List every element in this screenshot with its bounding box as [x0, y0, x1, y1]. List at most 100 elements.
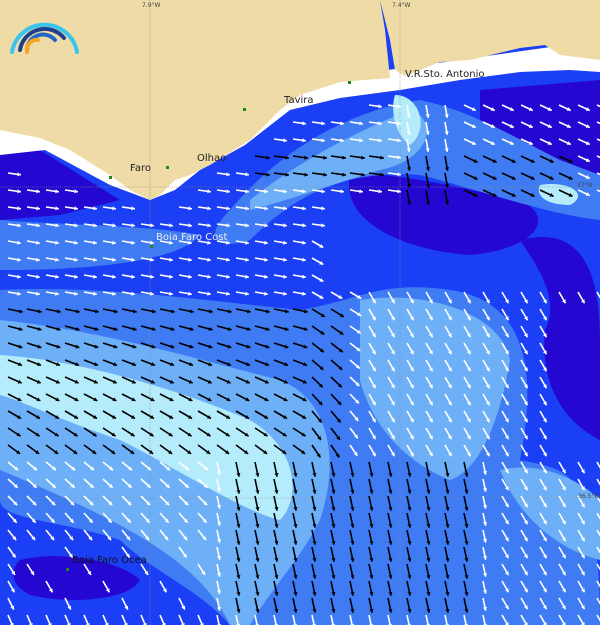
current-arrow	[387, 597, 393, 613]
current-arrow	[178, 223, 192, 228]
current-arrow	[83, 342, 99, 349]
current-arrow	[406, 172, 412, 188]
place-marker	[166, 166, 169, 169]
current-arrow	[7, 410, 22, 420]
current-arrow	[235, 308, 251, 314]
current-arrow	[64, 512, 75, 524]
current-arrow	[26, 274, 40, 279]
current-arrow	[596, 597, 600, 605]
current-arrow	[26, 410, 41, 420]
current-arrow	[197, 240, 211, 245]
current-arrow	[387, 308, 396, 321]
buoy-label-coastal[interactable]: Boia Faro Cost	[156, 232, 228, 243]
current-arrow	[178, 427, 193, 437]
current-arrow	[178, 529, 188, 541]
current-arrow	[311, 597, 317, 613]
current-arrow	[273, 189, 287, 194]
current-arrow	[577, 155, 591, 163]
current-arrow	[121, 427, 136, 437]
current-arrow	[501, 121, 515, 129]
current-arrow	[45, 478, 57, 489]
current-arrow	[102, 274, 116, 279]
current-arrow	[558, 495, 567, 508]
current-arrow	[520, 138, 534, 146]
current-arrow	[26, 291, 40, 296]
current-arrow	[159, 580, 168, 593]
current-arrow	[273, 359, 289, 367]
current-arrow	[45, 376, 61, 384]
current-arrow	[292, 495, 298, 511]
current-arrow	[444, 410, 453, 423]
current-arrow	[463, 308, 472, 321]
buoy-label-ocean[interactable]: Boia Faro Ocea	[72, 555, 147, 566]
current-arrow	[178, 495, 189, 506]
current-arrow	[45, 512, 56, 524]
current-arrow	[178, 240, 192, 245]
current-arrow	[292, 393, 307, 402]
current-arrow	[64, 546, 74, 559]
current-arrow	[501, 291, 510, 304]
place-label-tavira[interactable]: Tavira	[284, 95, 314, 106]
current-arrow	[64, 359, 80, 367]
current-arrow	[197, 478, 209, 489]
current-arrow	[501, 495, 510, 508]
current-arrow	[444, 495, 450, 511]
current-arrow	[406, 189, 412, 205]
current-arrow	[26, 512, 37, 524]
current-arrow	[501, 444, 510, 457]
current-arrow	[26, 359, 42, 367]
current-arrow	[311, 172, 327, 177]
current-arrow	[311, 342, 325, 353]
current-arrow	[45, 580, 54, 593]
current-arrow	[539, 444, 548, 457]
current-arrow	[482, 308, 491, 321]
place-label-faro[interactable]: Faro	[130, 163, 151, 174]
current-arrow	[482, 444, 491, 457]
current-arrow	[273, 529, 279, 545]
current-arrow	[349, 342, 361, 352]
current-arrow	[520, 614, 528, 625]
current-arrow	[83, 240, 97, 245]
current-arrow	[406, 138, 411, 152]
current-arrow	[387, 444, 396, 457]
current-arrow	[577, 478, 586, 491]
current-arrow	[539, 172, 554, 181]
current-arrow	[539, 478, 548, 491]
current-arrow	[482, 546, 488, 560]
current-arrow	[539, 393, 548, 406]
current-arrow	[292, 172, 308, 177]
current-arrow	[216, 495, 222, 509]
current-arrow	[330, 393, 342, 406]
current-arrow	[482, 410, 491, 423]
current-arrow	[463, 461, 469, 477]
current-arrow	[235, 223, 249, 228]
lat-label-bottom: 36.5°N	[578, 493, 599, 500]
current-arrow	[140, 529, 150, 541]
current-arrow	[387, 495, 393, 511]
current-arrow	[444, 189, 450, 205]
current-arrow	[349, 393, 360, 405]
current-arrow	[349, 444, 358, 457]
current-arrow	[121, 257, 135, 262]
current-arrow	[577, 495, 586, 508]
current-arrow	[140, 240, 154, 245]
place-label-olhao[interactable]: Olhao	[197, 153, 227, 164]
current-arrow	[330, 342, 344, 353]
current-arrow	[7, 546, 17, 559]
current-arrow	[501, 597, 510, 610]
current-arrow	[425, 512, 431, 528]
current-arrow	[387, 410, 396, 423]
current-arrow	[178, 444, 192, 455]
place-label-vrsa[interactable]: V.R.Sto. Antonio	[405, 69, 485, 80]
current-arrow	[216, 206, 230, 211]
current-arrow	[26, 495, 37, 506]
current-arrow	[7, 478, 19, 489]
current-arrow	[292, 563, 298, 579]
current-arrow	[425, 478, 431, 494]
current-arrow	[83, 274, 97, 279]
current-arrow	[577, 291, 586, 304]
current-arrow	[197, 308, 213, 314]
current-arrow	[102, 240, 116, 245]
current-arrow	[406, 529, 412, 545]
